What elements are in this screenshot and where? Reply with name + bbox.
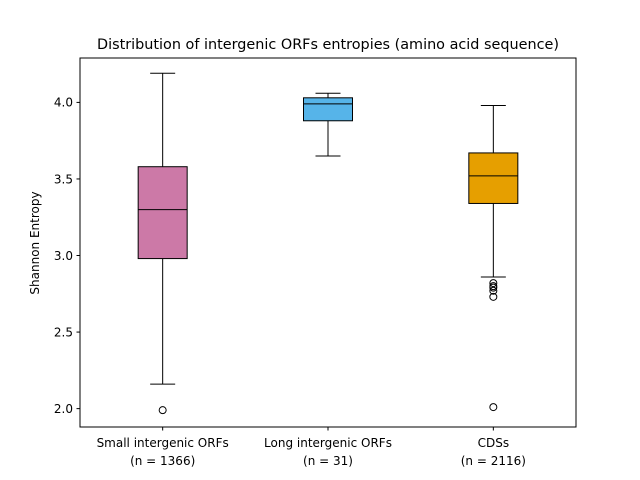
box bbox=[303, 97, 353, 122]
plot-area: 2.0 2.5 3.0 3.5 4.0 Small intergenic ORFs (n =… bbox=[54, 57, 577, 468]
x-tick-count-label: (n = 2116) bbox=[461, 454, 526, 468]
y-tick-label: 2.0 bbox=[54, 402, 73, 416]
x-tick-label: CDSs bbox=[478, 436, 510, 450]
x-tick-count-label: (n = 1366) bbox=[130, 454, 195, 468]
y-tick-label: 3.5 bbox=[54, 172, 73, 186]
outlier-point bbox=[489, 279, 498, 288]
x-tick-count-label: (n = 31) bbox=[303, 454, 353, 468]
box-group-3 bbox=[468, 104, 519, 412]
outlier-point bbox=[158, 406, 167, 415]
y-axis-label: Shannon Entropy bbox=[28, 191, 42, 294]
x-tick-label: Long intergenic ORFs bbox=[264, 436, 392, 450]
y-tick-label: 3.0 bbox=[54, 249, 73, 263]
outlier-point bbox=[489, 283, 498, 292]
box bbox=[468, 152, 519, 204]
x-tick-label: Small intergenic ORFs bbox=[97, 436, 229, 450]
outlier-point bbox=[489, 286, 498, 295]
y-tick-label: 4.0 bbox=[54, 96, 73, 110]
outlier-point bbox=[489, 292, 498, 301]
box bbox=[137, 166, 188, 260]
outlier-point bbox=[489, 403, 498, 412]
box-group-1 bbox=[137, 72, 188, 415]
box-group-2 bbox=[303, 92, 353, 157]
chart-title: Distribution of intergenic ORFs entropie… bbox=[97, 37, 559, 53]
y-tick-label: 2.5 bbox=[54, 325, 73, 339]
